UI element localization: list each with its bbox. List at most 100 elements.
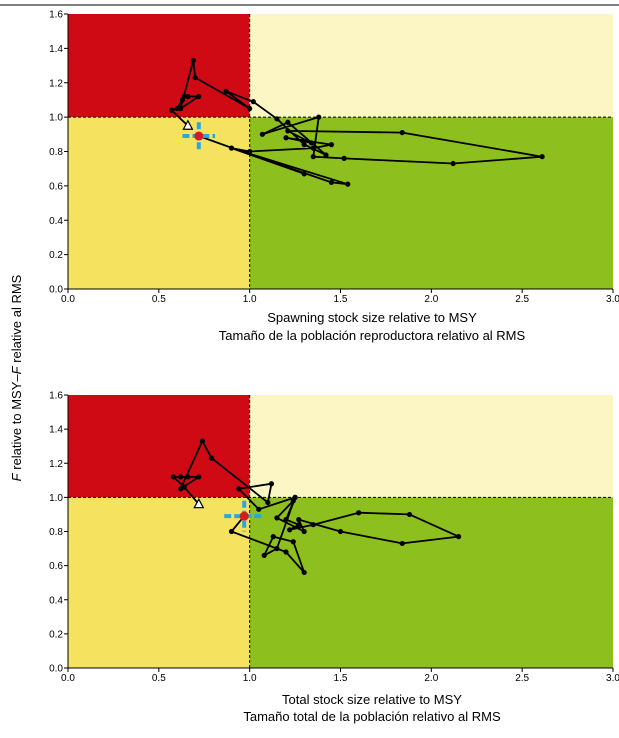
trajectory-point xyxy=(256,506,262,512)
y-tick-label: 1.4 xyxy=(49,44,63,55)
trajectory-point xyxy=(301,142,307,148)
trajectory-point xyxy=(292,494,298,500)
x-tick-label: 2.0 xyxy=(424,673,438,684)
trajectory-point xyxy=(178,105,184,112)
trajectory-point xyxy=(268,481,275,487)
spawning-stock-panel: 0.0 0.5 1.0 1.5 2.0 2.5 3.0 0.0 0.2 0.4 0.6 0.8 1.0 1… xyxy=(49,10,619,306)
trajectory-point xyxy=(310,522,316,528)
trajectory-point xyxy=(228,528,235,535)
trajectory-point xyxy=(270,534,276,540)
zone-overfishing xyxy=(249,14,613,118)
zone-healthy xyxy=(249,497,613,668)
x-tick-label: 2.0 xyxy=(424,294,438,305)
trajectory-point xyxy=(190,57,196,64)
x-tick-label: 1.0 xyxy=(243,673,257,684)
trajectory-point xyxy=(328,179,335,186)
y-tick-label: 1.2 xyxy=(49,78,63,89)
trajectory-point xyxy=(450,160,456,167)
trajectory-point xyxy=(328,142,335,148)
x-tick-label: 1.0 xyxy=(243,294,257,305)
trajectory-point xyxy=(301,171,307,177)
trajectory-point xyxy=(287,527,293,533)
trajectory-point xyxy=(208,455,215,461)
start-point-marker xyxy=(182,119,194,130)
trajectory-point xyxy=(223,88,229,94)
trajectory-point xyxy=(345,181,351,187)
zone-overfishing-overfished xyxy=(68,395,250,498)
x-tick-label: 1.5 xyxy=(334,294,348,305)
trajectory-point xyxy=(192,74,198,81)
trajectory-point xyxy=(539,154,545,160)
zone-overfishing xyxy=(249,395,613,498)
trajectory-point xyxy=(265,499,271,506)
y-tick-label: 0.2 xyxy=(49,629,63,640)
trajectory-point xyxy=(406,511,413,518)
trajectory-point xyxy=(399,129,405,136)
y-tick-label: 0.6 xyxy=(49,181,63,192)
trajectory-point xyxy=(296,516,302,523)
ylabel-part1: relative to MSY– xyxy=(9,374,24,474)
trajectory-point xyxy=(259,131,265,137)
shared-ylabel: F relative to MSY–F relative al RMS xyxy=(9,274,24,481)
trajectory-point xyxy=(178,486,184,492)
trajectory-point xyxy=(310,145,316,151)
y-tick-label: 1.2 xyxy=(49,459,63,470)
trajectory-point xyxy=(283,549,289,555)
trajectory-point xyxy=(170,474,176,480)
y-tick-label: 1.0 xyxy=(49,113,63,124)
trajectory-point xyxy=(399,540,405,547)
trajectory-point xyxy=(196,93,202,100)
x-tick-label: 2.5 xyxy=(515,294,529,305)
x-tick-label: 2.5 xyxy=(515,673,529,684)
x-tick-label: 0.5 xyxy=(152,673,166,684)
y-tick-label: 1.4 xyxy=(49,425,63,436)
trajectory-point xyxy=(185,93,191,100)
trajectory-point xyxy=(261,552,267,558)
zone-healthy xyxy=(249,117,613,289)
ylabel-f1: F xyxy=(9,472,24,481)
trajectory-point xyxy=(185,474,191,480)
y-tick-label: 0.8 xyxy=(49,147,63,158)
trajectory-point xyxy=(341,155,347,161)
top-xlabel: Spawning stock size relative to MSY xyxy=(267,310,477,325)
x-tick-label: 1.5 xyxy=(334,673,348,684)
y-tick-label: 0.4 xyxy=(49,216,63,227)
ylabel-part2: relative al RMS xyxy=(9,274,24,366)
trajectory-point xyxy=(296,522,302,528)
trajectory-point xyxy=(174,105,180,112)
ylabel-f2: F xyxy=(9,365,24,374)
trajectory-point xyxy=(250,99,256,105)
trajectory-point xyxy=(283,135,289,141)
trajectory-point xyxy=(247,105,253,112)
y-tick-label: 0.0 xyxy=(49,664,63,675)
start-point-marker xyxy=(193,497,205,509)
trajectory-point xyxy=(274,515,280,521)
trajectory-point xyxy=(274,545,280,552)
trajectory-point xyxy=(310,154,316,160)
x-tick-label: 0.0 xyxy=(61,294,75,305)
trajectory-point xyxy=(247,148,253,155)
y-tick-label: 0.0 xyxy=(49,285,63,296)
trajectory-point xyxy=(323,152,329,158)
total-stock-panel: 0.0 0.5 1.0 1.5 2.0 2.5 3.0 0.0 0.2 0.4 0.6 0.8 1.0 1… xyxy=(49,391,619,685)
x-tick-label: 3.0 xyxy=(606,294,619,305)
trajectory-point xyxy=(301,528,307,535)
y-tick-label: 1.6 xyxy=(49,10,63,21)
x-tick-label: 3.0 xyxy=(606,673,619,684)
current-point-marker xyxy=(194,131,204,141)
trajectory-point xyxy=(196,474,202,480)
trajectory-point xyxy=(168,107,175,113)
bottom-xlabel: Total stock size relative to MSY xyxy=(282,692,462,707)
zone-overfished xyxy=(68,117,250,289)
trajectory-point xyxy=(178,474,184,480)
zone-overfishing-overfished xyxy=(68,14,250,118)
trajectory-point xyxy=(285,119,291,125)
x-tick-label: 0.5 xyxy=(152,294,166,305)
y-tick-label: 1.0 xyxy=(49,493,63,504)
trajectory-point xyxy=(228,145,235,151)
trajectory-point xyxy=(301,569,307,576)
trajectory-point xyxy=(308,140,315,146)
x-tick-label: 0.0 xyxy=(61,673,75,684)
top-xlabel-spanish: Tamaño de la población reproductora rela… xyxy=(219,328,526,343)
